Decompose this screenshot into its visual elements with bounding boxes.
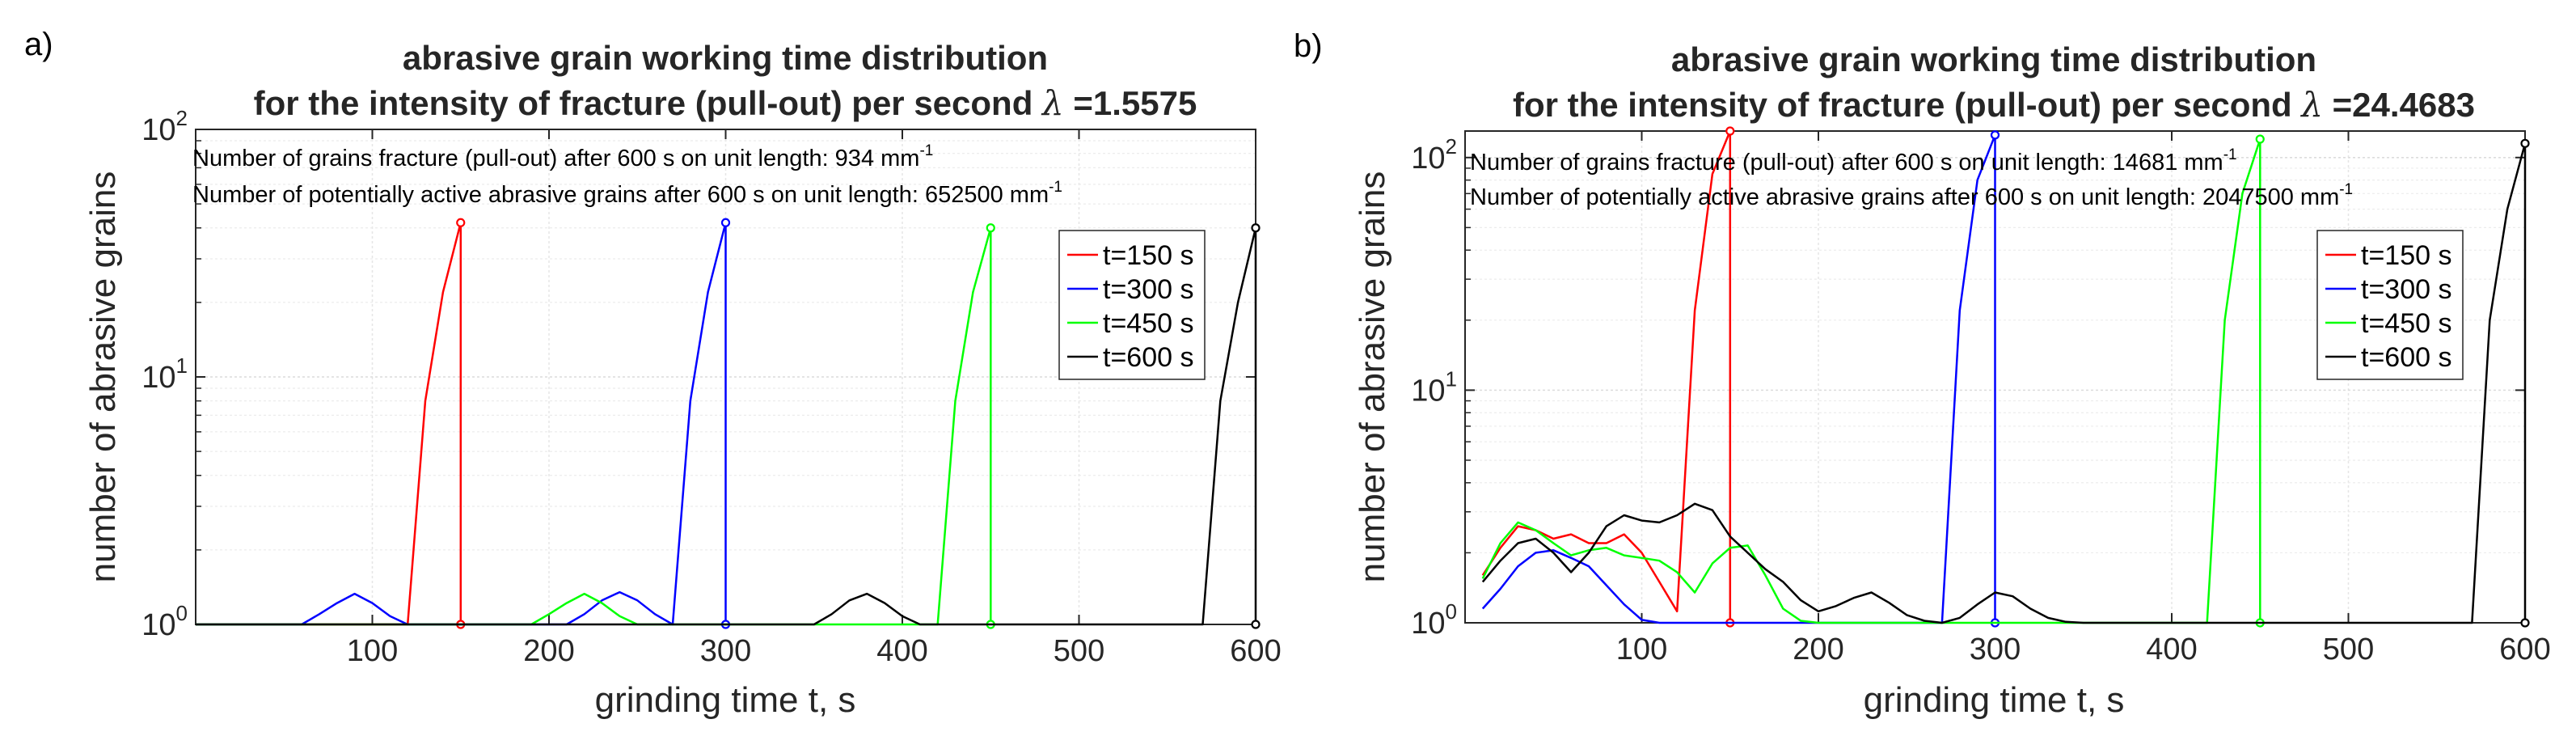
series-line-b-3 xyxy=(1481,138,2261,624)
y-axis-label-b: number of abrasive grains xyxy=(1353,171,1392,583)
series-line-b-1 xyxy=(1481,129,1732,623)
stem-marker xyxy=(986,223,995,233)
chart-title-a-line1: abrasive grain working time distribution xyxy=(403,39,1048,77)
x-tick-label: 300 xyxy=(700,634,751,668)
legend-label: t=150 s xyxy=(2361,240,2451,271)
panel-label-b: b) xyxy=(1294,28,1323,64)
y-tick-label: 102 xyxy=(141,106,188,147)
y-tick-label: 101 xyxy=(141,353,188,395)
series-group-b xyxy=(1481,126,2530,628)
y-axis-label-a: number of abrasive grains xyxy=(83,171,123,583)
legend-label: t=600 s xyxy=(1103,342,1193,373)
panel-a: a) abrasive grain working time distribut… xyxy=(24,27,1282,720)
chart-title-a-line2: for the intensity of fracture (pull-out)… xyxy=(254,83,1197,123)
legend-label: t=150 s xyxy=(1103,240,1193,271)
chart-title-b-line2: for the intensity of fracture (pull-out)… xyxy=(1513,85,2475,125)
x-tick-label: 300 xyxy=(1970,633,2021,666)
legend-label: t=450 s xyxy=(1103,308,1193,339)
y-tick-label: 101 xyxy=(1411,366,1457,408)
stem-marker xyxy=(1251,620,1261,629)
y-tick-label: 102 xyxy=(1411,134,1457,176)
y-tick-label: 100 xyxy=(1411,599,1457,641)
x-axis-label-b: grinding time t, s xyxy=(1864,680,2125,720)
y-tick-label: 100 xyxy=(141,601,188,642)
annotation-fracture-count-b: Number of grains fracture (pull-out) aft… xyxy=(1470,146,2237,176)
x-tick-label: 100 xyxy=(1616,633,1667,666)
series-line-a-1 xyxy=(196,222,462,626)
stem-marker xyxy=(1725,126,1735,136)
annotation-active-grains-b: Number of potentially active abrasive gr… xyxy=(1470,181,2353,210)
x-tick-label: 100 xyxy=(347,634,398,668)
stem-marker xyxy=(456,218,466,227)
legend-label: t=600 s xyxy=(2361,342,2451,373)
legend-label: t=300 s xyxy=(2361,274,2451,305)
series-group-a xyxy=(196,218,1261,629)
x-tick-label: 500 xyxy=(1054,634,1104,668)
panel-b: b) abrasive grain working time distribut… xyxy=(1294,28,2551,720)
annotation-fracture-count-a: Number of grains fracture (pull-out) aft… xyxy=(192,142,933,171)
stem-marker xyxy=(720,218,731,227)
x-tick-label: 400 xyxy=(2146,633,2197,666)
x-tick-label: 600 xyxy=(2499,633,2550,666)
stem-marker xyxy=(2520,618,2530,628)
x-axis-label-a: grinding time t, s xyxy=(595,680,856,720)
x-tick-label: 500 xyxy=(2323,633,2374,666)
annotation-active-grains-a: Number of potentially active abrasive gr… xyxy=(192,179,1062,208)
stem-marker xyxy=(1251,223,1261,233)
x-tick-label: 400 xyxy=(876,634,927,668)
legend-label: t=450 s xyxy=(2361,308,2451,339)
series-line-b-2 xyxy=(1481,133,1996,624)
series-line-a-3 xyxy=(196,226,992,626)
legend-label: t=300 s xyxy=(1103,274,1193,305)
axis-ticks-a: 100 200 300 400 500 600 100 101 102 xyxy=(141,106,1281,668)
panel-label-a: a) xyxy=(24,27,53,62)
stem-marker xyxy=(2255,134,2265,144)
axis-ticks-b: 100 200 300 400 500 600 100 101 102 xyxy=(1411,131,2551,666)
chart-title-b-line1: abrasive grain working time distribution xyxy=(1671,40,2316,78)
series-line-a-2 xyxy=(196,222,727,626)
legend-b: t=150 st=300 st=450 st=600 s xyxy=(2316,230,2464,380)
x-tick-label: 200 xyxy=(1793,633,1843,666)
x-tick-label: 200 xyxy=(523,634,574,668)
series-line-a-4 xyxy=(196,226,1257,626)
stem-marker xyxy=(2520,138,2530,148)
series-line-b-4 xyxy=(1481,142,2527,624)
stem-marker xyxy=(1990,130,2000,140)
x-tick-label: 600 xyxy=(1230,634,1281,668)
legend-a: t=150 st=300 st=450 st=600 s xyxy=(1058,230,1206,380)
